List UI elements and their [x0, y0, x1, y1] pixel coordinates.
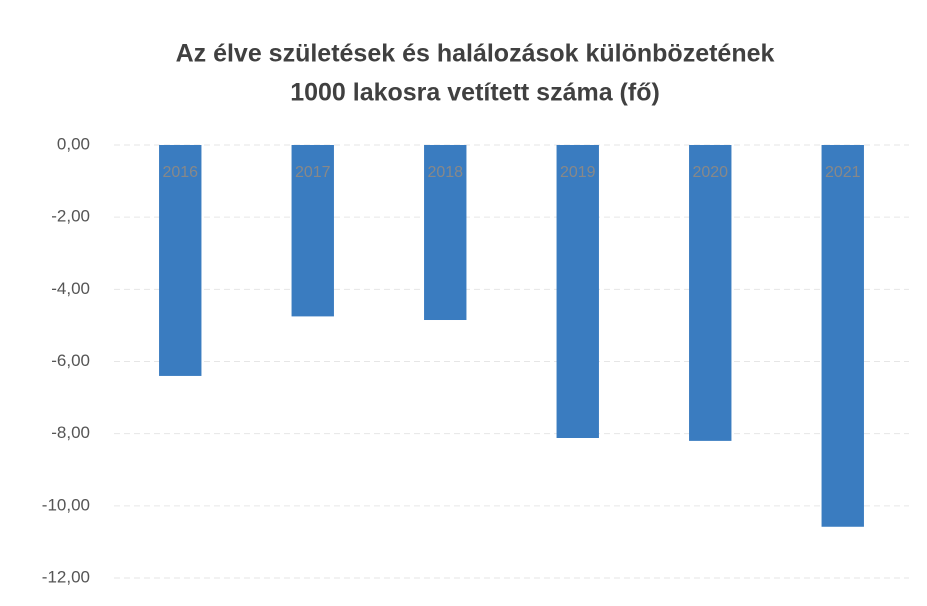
y-tick-label: -8,00 — [51, 423, 90, 442]
x-tick-label: 2018 — [427, 164, 463, 181]
x-tick-label: 2019 — [560, 164, 596, 181]
y-tick-label: -4,00 — [51, 279, 90, 298]
y-tick-label: -6,00 — [51, 351, 90, 370]
x-tick-label: 2016 — [162, 164, 198, 181]
bar — [689, 145, 732, 441]
chart-title: Az élve születések és halálozások különb… — [176, 40, 775, 68]
y-tick-label: -10,00 — [42, 495, 90, 514]
bar — [556, 145, 599, 438]
y-tick-label: 0,00 — [57, 134, 90, 153]
x-tick-label: 2021 — [825, 164, 861, 181]
x-tick-label: 2017 — [295, 164, 331, 181]
x-tick-label: 2020 — [692, 164, 728, 181]
bar — [821, 145, 864, 527]
bar — [159, 145, 202, 376]
y-tick-label: -12,00 — [42, 567, 90, 586]
bar — [424, 145, 467, 321]
bar — [291, 145, 334, 317]
chart-title: 1000 lakosra vetített száma (fő) — [290, 79, 660, 107]
y-tick-label: -2,00 — [51, 207, 90, 226]
